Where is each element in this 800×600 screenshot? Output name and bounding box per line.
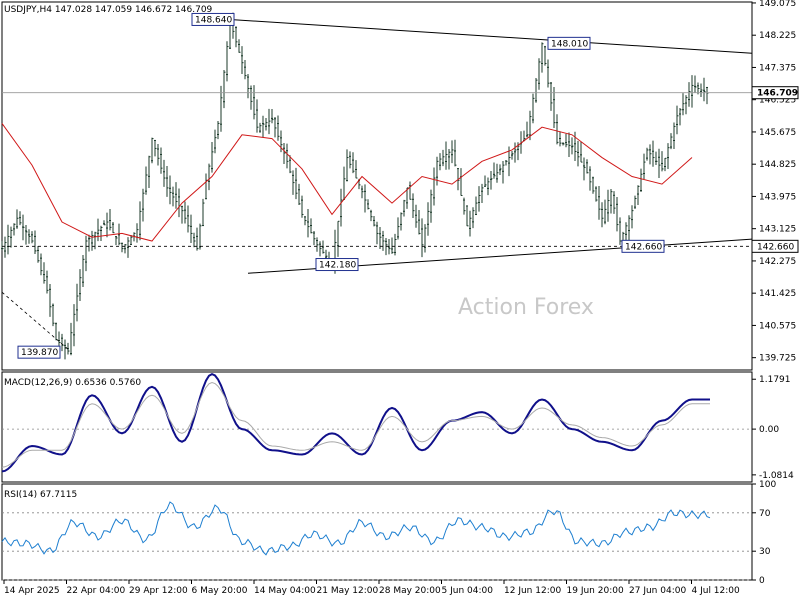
y-tick-label: 142.275	[759, 257, 796, 267]
price-marker-box	[17, 345, 61, 359]
signal-line	[1, 382, 710, 468]
panel-frame	[1, 483, 753, 581]
y-tick-label: -1.0814	[759, 471, 794, 481]
price-marker-label: 139.870	[21, 348, 58, 358]
y-tick-label: 145.675	[759, 128, 796, 138]
x-tick-label: 14 May 04:00	[254, 586, 316, 596]
y-tick-label: 141.425	[759, 289, 796, 299]
last-price-label: 146.709	[757, 89, 798, 99]
x-tick-label: 22 Apr 04:00	[67, 586, 126, 596]
support-box	[751, 239, 799, 253]
rsi-line	[1, 501, 711, 556]
y-tick-label: 149.075	[759, 0, 796, 9]
y-tick-label: 70	[759, 509, 771, 519]
x-tick-label: 19 Jun 20:00	[567, 586, 624, 596]
x-tick-label: 14 Apr 2025	[4, 586, 60, 596]
y-tick-label: 0.00	[759, 425, 779, 435]
prior-trendline	[1, 291, 69, 350]
price-marker-label: 142.660	[625, 242, 662, 252]
time-axis: 14 Apr 2025 22 Apr 04:00 29 Apr 12:00 6 May…	[3, 580, 741, 596]
price-marker-label: 142.180	[319, 261, 356, 271]
rsi-panel: 100 70 30 0	[1, 480, 776, 586]
price-marker-box	[315, 258, 359, 272]
y-tick-label: 100	[759, 480, 776, 490]
price-panel: 149.075 148.225 147.375 146.525 145.675 144.8…	[1, 0, 799, 371]
panel-frame	[1, 1, 753, 371]
y-tick-label: 30	[759, 547, 771, 557]
x-tick-label: 27 Jun 04:00	[629, 586, 686, 596]
y-tick-label: 1.1791	[759, 375, 791, 385]
y-tick-label: 148.225	[759, 31, 796, 41]
y-tick-label: 143.125	[759, 225, 796, 235]
last-price-box	[751, 86, 799, 100]
y-tick-label: 0	[759, 576, 765, 586]
x-tick-label: 21 May 12:00	[317, 586, 379, 596]
price-marker-box	[191, 12, 235, 26]
y-tick-label: 147.375	[759, 63, 796, 73]
x-tick-label: 28 May 20:00	[379, 586, 441, 596]
rsi-header: RSI(14) 67.7115	[4, 490, 77, 500]
y-tick-label: 143.975	[759, 192, 796, 202]
x-tick-label: 4 Jul 12:00	[692, 586, 741, 596]
moving-average-line	[1, 123, 693, 242]
macd-panel: 1.1791 0.00 -1.0814	[1, 371, 794, 483]
price-marker-box	[621, 239, 665, 253]
price-marker-label: 148.010	[551, 39, 588, 49]
y-tick-label: 144.825	[759, 160, 796, 170]
watermark: Action Forex	[458, 295, 594, 320]
x-tick-label: 5 Jun 04:00	[442, 586, 494, 596]
macd-header: MACD(12,26,9) 0.6536 0.5760	[4, 378, 141, 388]
support-label: 142.660	[757, 242, 794, 252]
price-marker-box	[547, 36, 591, 50]
x-tick-label: 6 May 20:00	[192, 586, 248, 596]
y-tick-label: 139.725	[759, 354, 796, 364]
y-tick-label: 140.575	[759, 321, 796, 331]
price-marker-label: 148.640	[195, 15, 232, 25]
macd-line	[1, 372, 710, 473]
price-header: USDJPY,H4 147.028 147.059 146.672 146.70…	[4, 5, 213, 15]
upper-trendline	[229, 18, 753, 54]
y-tick-label: 146.525	[759, 96, 796, 106]
x-tick-label: 29 Apr 12:00	[129, 586, 188, 596]
x-tick-label: 12 Jun 12:00	[504, 586, 561, 596]
